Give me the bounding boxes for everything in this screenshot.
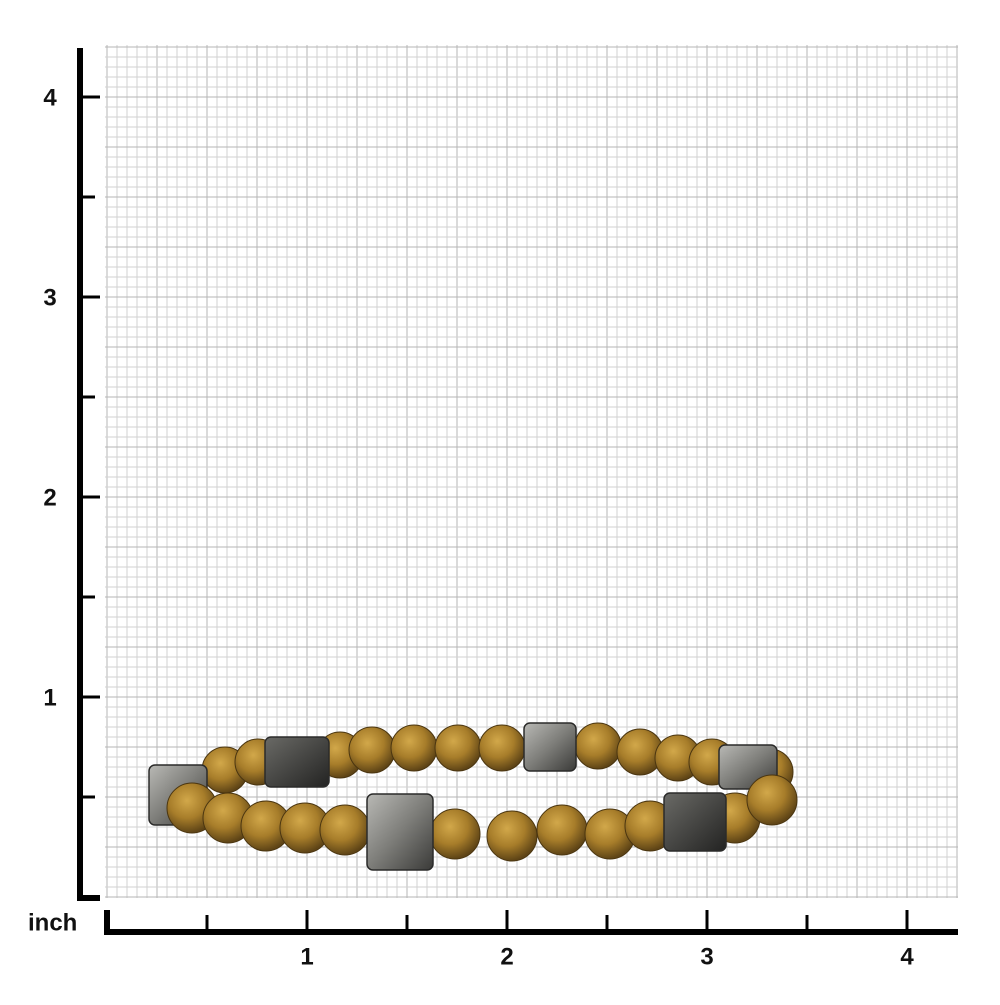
bracelet <box>148 722 798 871</box>
y-label: 4 <box>43 84 57 111</box>
ruler-ticks: 4 3 2 1 1 2 3 4 <box>43 84 914 970</box>
x-label: 4 <box>900 943 914 970</box>
bead <box>746 774 798 826</box>
cube-bead <box>366 793 434 871</box>
unit-label: inch <box>28 909 77 936</box>
bead <box>574 722 622 770</box>
cube-bead <box>264 736 330 788</box>
bead <box>486 810 538 862</box>
x-label: 3 <box>700 943 713 970</box>
cube-bead <box>663 792 727 852</box>
y-label: 2 <box>43 484 56 511</box>
bead <box>536 804 588 856</box>
bead <box>429 808 481 860</box>
bead <box>348 726 396 774</box>
bead <box>319 804 371 856</box>
y-label: 3 <box>43 284 56 311</box>
y-label: 1 <box>43 684 56 711</box>
x-label: 1 <box>300 943 313 970</box>
x-label: 2 <box>500 943 513 970</box>
bead <box>478 724 526 772</box>
bead <box>434 724 482 772</box>
bead <box>390 724 438 772</box>
cube-bead <box>523 722 577 772</box>
